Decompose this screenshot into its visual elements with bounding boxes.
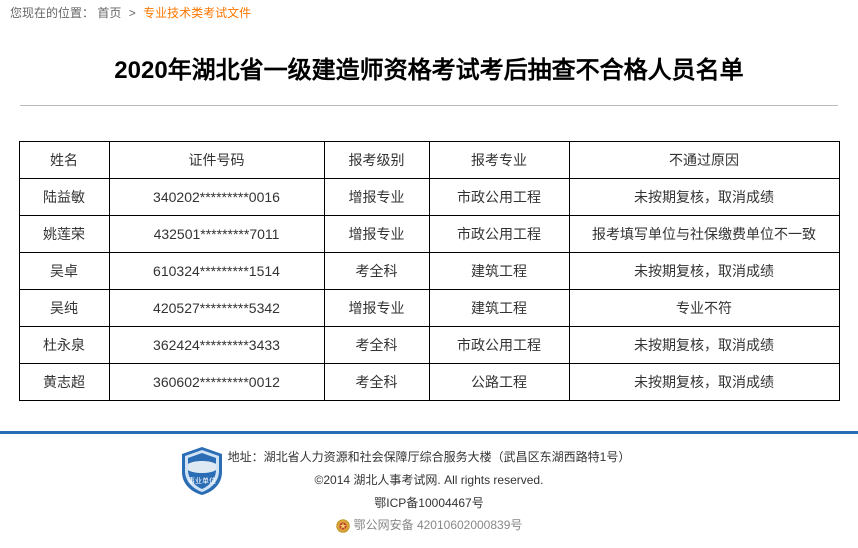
breadcrumb: 您现在的位置： 首页 > 专业技术类考试文件 <box>0 0 858 25</box>
col-header-name: 姓名 <box>19 142 109 179</box>
table-cell: 610324*********1514 <box>109 253 324 290</box>
page-footer: 事业单位 地址：湖北省人力资源和社会保障厅综合服务大楼（武昌区东湖西路特1号） … <box>0 434 858 547</box>
col-header-reason: 不通过原因 <box>569 142 839 179</box>
table-cell: 陆益敏 <box>19 179 109 216</box>
table-cell: 杜永泉 <box>19 327 109 364</box>
gongan-emblem-icon <box>336 519 350 533</box>
table-cell: 362424*********3433 <box>109 327 324 364</box>
table-cell: 360602*********0012 <box>109 364 324 401</box>
badge-label-text: 事业单位 <box>188 476 216 485</box>
breadcrumb-separator: > <box>129 6 136 20</box>
table-cell: 增报专业 <box>324 179 429 216</box>
table-row: 吴纯420527*********5342增报专业建筑工程专业不符 <box>19 290 839 327</box>
page-title: 2020年湖北省一级建造师资格考试考后抽查不合格人员名单 <box>0 50 858 85</box>
col-header-id: 证件号码 <box>109 142 324 179</box>
table-cell: 考全科 <box>324 253 429 290</box>
table-cell: 吴纯 <box>19 290 109 327</box>
breadcrumb-current-link[interactable]: 专业技术类考试文件 <box>143 6 251 20</box>
table-cell: 公路工程 <box>429 364 569 401</box>
table-cell: 建筑工程 <box>429 253 569 290</box>
table-cell: 黄志超 <box>19 364 109 401</box>
org-badge: 事业单位 <box>180 446 224 496</box>
footer-address: 地址：湖北省人力资源和社会保障厅综合服务大楼（武昌区东湖西路特1号） <box>0 446 858 469</box>
table-cell: 考全科 <box>324 327 429 364</box>
table-cell: 未按期复核，取消成绩 <box>569 179 839 216</box>
table-cell: 姚莲荣 <box>19 216 109 253</box>
results-table: 姓名 证件号码 报考级别 报考专业 不通过原因 陆益敏340202*******… <box>19 141 840 401</box>
table-cell: 未按期复核，取消成绩 <box>569 253 839 290</box>
table-cell: 考全科 <box>324 364 429 401</box>
footer-copyright: ©2014 湖北人事考试网. All rights reserved. <box>0 469 858 492</box>
table-cell: 市政公用工程 <box>429 327 569 364</box>
table-cell: 增报专业 <box>324 216 429 253</box>
breadcrumb-home-link[interactable]: 首页 <box>97 6 121 20</box>
table-cell: 吴卓 <box>19 253 109 290</box>
breadcrumb-prefix: 您现在的位置： <box>10 6 94 20</box>
table-cell: 市政公用工程 <box>429 179 569 216</box>
table-cell: 市政公用工程 <box>429 216 569 253</box>
table-row: 杜永泉362424*********3433考全科市政公用工程未按期复核，取消成… <box>19 327 839 364</box>
table-header: 姓名 证件号码 报考级别 报考专业 不通过原因 <box>19 142 839 179</box>
footer-address-text: 湖北省人力资源和社会保障厅综合服务大楼（武昌区东湖西路特1号） <box>264 450 631 464</box>
table-row: 吴卓610324*********1514考全科建筑工程未按期复核，取消成绩 <box>19 253 839 290</box>
table-body: 陆益敏340202*********0016增报专业市政公用工程未按期复核，取消… <box>19 179 839 401</box>
table-row: 黄志超360602*********0012考全科公路工程未按期复核，取消成绩 <box>19 364 839 401</box>
footer-gongan-text: 鄂公网安备 42010602000839号 <box>354 514 523 537</box>
footer-icp: 鄂ICP备10004467号 <box>0 492 858 515</box>
col-header-level: 报考级别 <box>324 142 429 179</box>
table-cell: 未按期复核，取消成绩 <box>569 327 839 364</box>
shield-badge-icon: 事业单位 <box>180 446 224 496</box>
title-divider <box>20 105 838 106</box>
table-row: 姚莲荣432501*********7011增报专业市政公用工程报考填写单位与社… <box>19 216 839 253</box>
table-row: 陆益敏340202*********0016增报专业市政公用工程未按期复核，取消… <box>19 179 839 216</box>
table-cell: 432501*********7011 <box>109 216 324 253</box>
footer-address-label: 地址： <box>228 450 264 464</box>
table-cell: 增报专业 <box>324 290 429 327</box>
footer-gongan: 鄂公网安备 42010602000839号 <box>336 514 523 537</box>
table-cell: 未按期复核，取消成绩 <box>569 364 839 401</box>
table-cell: 340202*********0016 <box>109 179 324 216</box>
table-cell: 报考填写单位与社保缴费单位不一致 <box>569 216 839 253</box>
col-header-major: 报考专业 <box>429 142 569 179</box>
table-cell: 420527*********5342 <box>109 290 324 327</box>
table-cell: 建筑工程 <box>429 290 569 327</box>
table-cell: 专业不符 <box>569 290 839 327</box>
